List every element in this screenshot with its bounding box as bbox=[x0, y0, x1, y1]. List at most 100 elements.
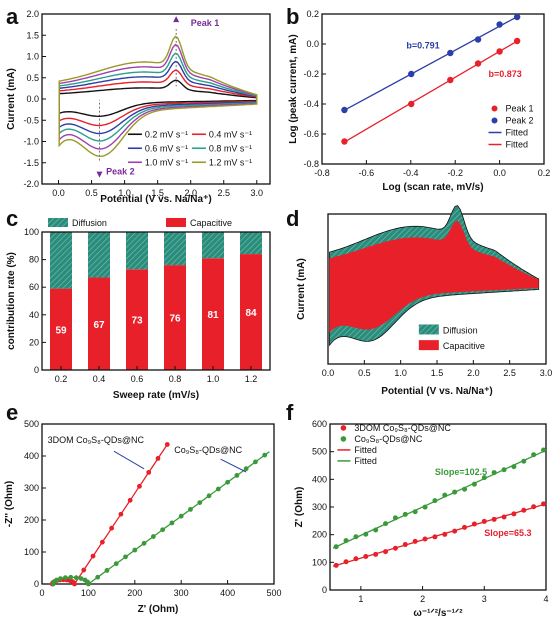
panel-e-point-green bbox=[73, 575, 79, 581]
panel-e-point-red bbox=[118, 511, 124, 517]
panel-b-legend-label: Peak 2 bbox=[506, 116, 534, 126]
panel-label-a: a bbox=[6, 4, 19, 29]
panel-f-point-1 bbox=[343, 538, 349, 544]
panel-b-legend-label: Fitted bbox=[506, 140, 529, 150]
panel-f-point-1 bbox=[422, 504, 428, 510]
panel-e-point-green bbox=[188, 506, 193, 512]
panel-label-c: c bbox=[6, 206, 18, 231]
panel-d-x-tick-label: 3.0 bbox=[540, 368, 553, 378]
panel-c-bar-capacitive bbox=[88, 277, 110, 370]
panel-d-x-tick-label: 2.0 bbox=[467, 368, 480, 378]
panel-e-point-green bbox=[197, 500, 203, 505]
panel-f-x-tick-label: 3 bbox=[482, 594, 487, 604]
panel-a-y-tick-label: 0.5 bbox=[26, 73, 39, 83]
panel-e-y-tick-label: 200 bbox=[24, 515, 39, 525]
panel-b-y-tick-label: -0.8 bbox=[303, 159, 319, 169]
panel-c-bar-value: 73 bbox=[131, 316, 143, 327]
panel-b-point bbox=[513, 37, 521, 45]
panel-a-series-3 bbox=[58, 52, 258, 142]
panel-e-y-axis-title: -Z'' (Ohm) bbox=[4, 481, 15, 527]
panel-b-x-axis-title: Log (scan rate, mV/s) bbox=[382, 182, 483, 193]
panel-c-bar-value: 76 bbox=[169, 314, 181, 325]
panel-f-legend-label: Fitted bbox=[354, 456, 377, 466]
panel-f-point-0 bbox=[531, 504, 537, 510]
panel-f-point-0 bbox=[402, 542, 408, 548]
panel-d-x-tick-label: 2.5 bbox=[503, 368, 516, 378]
panel-f-point-0 bbox=[412, 538, 418, 544]
panel-f-point-0 bbox=[353, 556, 359, 562]
panel-e-point-green bbox=[86, 581, 91, 587]
panel-f-legend-label: Co₉S₈-QDs@NC bbox=[354, 434, 422, 444]
panel-f-y-tick-label: 300 bbox=[312, 502, 327, 512]
panel-c-x-tick-label: 0.6 bbox=[131, 374, 144, 384]
panel-e-arrow-co9s8 bbox=[220, 458, 247, 473]
panel-c-y-tick-label: 20 bbox=[29, 337, 39, 347]
panel-f-point-0 bbox=[462, 524, 468, 530]
panel-e-arrow-3dom bbox=[113, 450, 145, 470]
panel-c-y-tick-label: 40 bbox=[29, 310, 39, 320]
panel-f-point-1 bbox=[412, 509, 418, 515]
panel-b-x-tick-label: -0.4 bbox=[403, 168, 419, 178]
panel-a-peak2-arrow bbox=[96, 171, 103, 178]
panel-d-legend-swatch-capacitive bbox=[418, 340, 439, 351]
panel-c-plot-frame bbox=[41, 231, 271, 371]
panel-b-log-plot: -0.8 -0.6 -0.4 -0.2 0.0 0.2 -0.8 -0.6 -0.4 -0.2 0.… bbox=[288, 9, 550, 193]
panel-e-plot-frame bbox=[41, 423, 275, 585]
panel-f-point-1 bbox=[471, 481, 477, 487]
panel-c-bar-diffusion bbox=[50, 232, 72, 289]
panel-b-x-tick-label: 0.2 bbox=[538, 168, 551, 178]
panel-f-point-1 bbox=[392, 515, 398, 521]
panel-c-legend-swatch-diffusion bbox=[48, 218, 68, 227]
panel-b-slope-label-red: b=0.873 bbox=[489, 69, 522, 79]
panel-f-point-0 bbox=[363, 554, 369, 560]
panel-e-point-red bbox=[81, 567, 87, 573]
panel-f-point-0 bbox=[491, 516, 497, 522]
panel-c-bar-capacitive bbox=[126, 269, 148, 370]
panel-f-legend-label: Fitted bbox=[354, 445, 377, 455]
panel-d-legend-label-capacitive: Capacitive bbox=[443, 341, 485, 351]
panel-e-point-green bbox=[104, 568, 110, 573]
panel-f-point-1 bbox=[481, 475, 487, 481]
panel-e-x-tick-label: 400 bbox=[220, 588, 235, 598]
panel-a-x-axis-title: Potential (V vs. Na/Na⁺) bbox=[100, 194, 211, 205]
panel-c-contribution-bars: 0 20 40 60 80 100 Sweep rate (mV/s) contributio… bbox=[6, 218, 271, 401]
panel-d-x-tick-label: 0.5 bbox=[358, 368, 371, 378]
panel-f-point-1 bbox=[363, 531, 369, 537]
panel-b-point bbox=[496, 21, 503, 28]
panel-f-x-tick-label: 4 bbox=[543, 594, 548, 604]
panel-e-point-red bbox=[137, 483, 142, 489]
panel-e-x-tick-label: 300 bbox=[174, 588, 189, 598]
panel-d-capacitive-area bbox=[329, 220, 539, 333]
panel-f-point-1 bbox=[373, 527, 379, 533]
panel-f-point-1 bbox=[432, 498, 438, 504]
panel-b-legend-marker bbox=[491, 117, 498, 124]
panel-f-point-0 bbox=[521, 507, 527, 513]
panel-d-x-tick-label: 1.5 bbox=[431, 368, 444, 378]
panel-f-point-0 bbox=[383, 549, 389, 555]
panel-f-point-0 bbox=[511, 511, 517, 517]
panel-e-point-red bbox=[90, 553, 96, 559]
panel-f-point-0 bbox=[343, 559, 349, 565]
panel-c-bar-value: 81 bbox=[207, 310, 219, 321]
panel-b-x-tick-label: 0.0 bbox=[493, 168, 506, 178]
panel-f-y-tick-label: 0 bbox=[322, 585, 327, 595]
panel-a-legend-label: 0.8 mV s⁻¹ bbox=[209, 143, 252, 153]
panel-e-point-red bbox=[146, 469, 152, 475]
panel-a-legend-label: 0.6 mV s⁻¹ bbox=[145, 143, 188, 153]
panel-f-point-1 bbox=[333, 544, 339, 550]
panel-e-x-tick-label: 200 bbox=[127, 588, 142, 598]
panel-e-point-green bbox=[215, 486, 221, 492]
panel-a-peak1-label: Peak 1 bbox=[191, 18, 220, 28]
panel-a-peak2-label: Peak 2 bbox=[106, 167, 135, 177]
panel-a-legend-label: 0.4 mV s⁻¹ bbox=[209, 129, 252, 139]
panel-e-point-green bbox=[234, 473, 240, 478]
panel-f-fit-line-0 bbox=[332, 503, 547, 567]
panel-f-point-0 bbox=[432, 534, 438, 540]
panel-c-bar-value: 67 bbox=[93, 320, 105, 331]
panel-c-bar-capacitive bbox=[202, 258, 224, 370]
panel-c-x-tick-label: 0.4 bbox=[93, 374, 106, 384]
panel-b-x-tick-label: -0.6 bbox=[359, 168, 375, 178]
panel-f-point-1 bbox=[511, 464, 517, 470]
panel-b-slope-label-blue: b=0.791 bbox=[406, 41, 439, 51]
panel-a-cv-curves: 0.0 0.5 1.0 1.5 2.0 2.5 3.0 -2.0 -1.5 -1.0 -0.5 0.0… bbox=[6, 9, 271, 205]
